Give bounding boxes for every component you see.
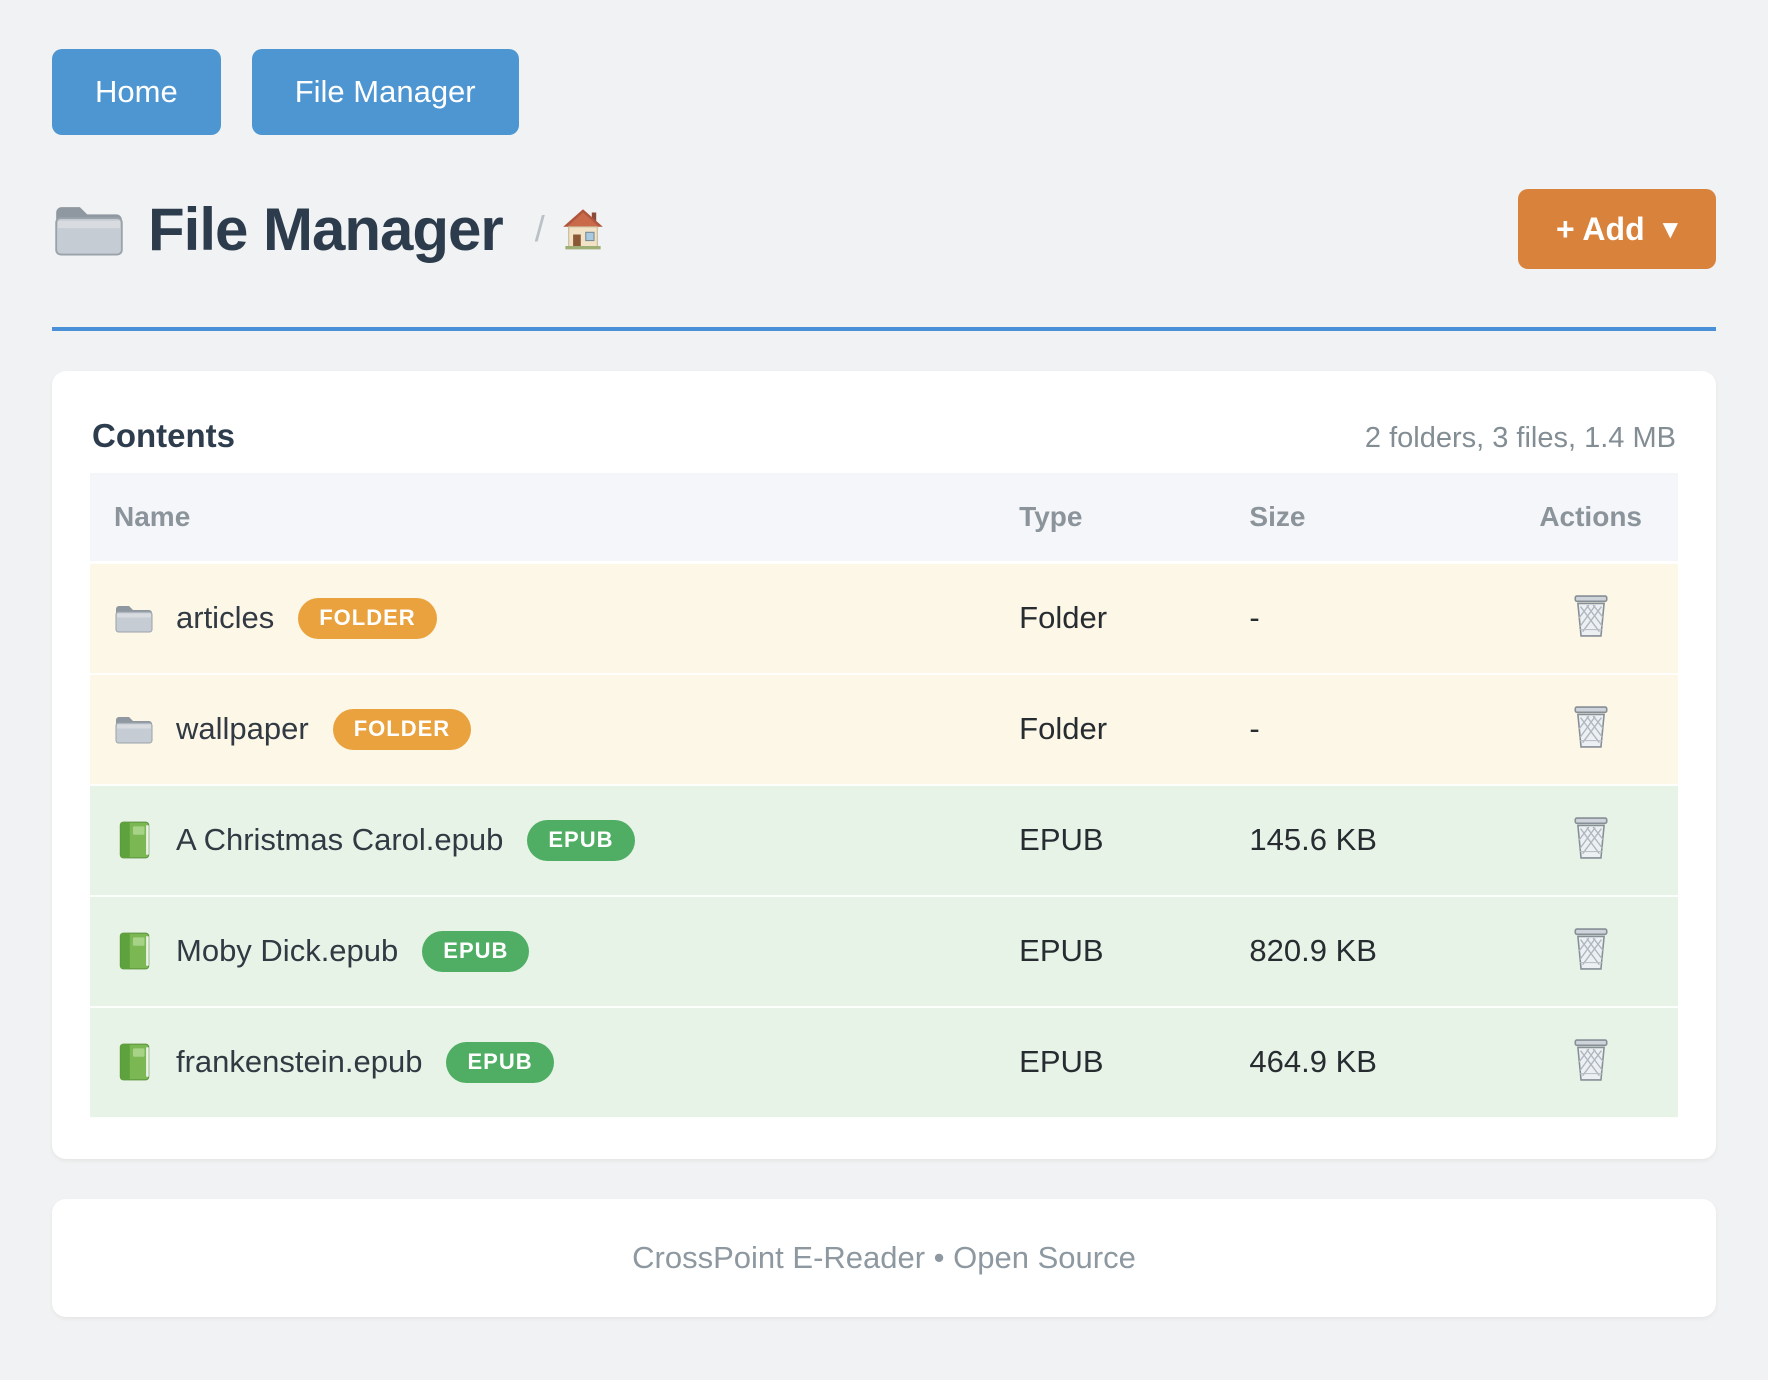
- delete-button[interactable]: [1568, 812, 1614, 864]
- file-name[interactable]: A Christmas Carol.epub: [176, 822, 503, 858]
- actions-cell: [1503, 674, 1678, 785]
- house-icon[interactable]: [561, 207, 605, 251]
- contents-card-header: Contents 2 folders, 3 files, 1.4 MB: [90, 417, 1678, 455]
- column-header-type[interactable]: Type: [995, 473, 1225, 563]
- type-cell: EPUB: [995, 1007, 1225, 1118]
- page-header: File Manager / + Add ▼: [52, 189, 1716, 269]
- type-badge: EPUB: [422, 931, 529, 972]
- footer-text: CrossPoint E-Reader • Open Source: [632, 1240, 1136, 1275]
- header-rule: [52, 327, 1716, 331]
- trash-icon: [1572, 848, 1610, 863]
- green-book-icon: [114, 931, 154, 971]
- file-name[interactable]: articles: [176, 600, 274, 636]
- contents-card: Contents 2 folders, 3 files, 1.4 MB Name…: [52, 371, 1716, 1159]
- trash-icon: [1572, 737, 1610, 752]
- type-cell: EPUB: [995, 785, 1225, 896]
- table-row[interactable]: Moby Dick.epub EPUB EPUB 820.9 KB: [90, 896, 1678, 1007]
- add-button-label: + Add: [1556, 211, 1645, 248]
- actions-cell: [1503, 896, 1678, 1007]
- column-header-name[interactable]: Name: [90, 473, 995, 563]
- type-badge: FOLDER: [333, 709, 471, 750]
- type-badge: EPUB: [527, 820, 634, 861]
- page-title: File Manager: [148, 195, 503, 264]
- breadcrumb-separator: /: [535, 208, 545, 250]
- folder-icon: [114, 709, 154, 749]
- table-row[interactable]: wallpaper FOLDER Folder -: [90, 674, 1678, 785]
- nav-button-home[interactable]: Home: [52, 49, 221, 135]
- name-cell: A Christmas Carol.epub EPUB: [90, 785, 995, 896]
- size-cell: -: [1225, 563, 1503, 674]
- name-cell: frankenstein.epub EPUB: [90, 1007, 995, 1118]
- name-cell: articles FOLDER: [90, 563, 995, 674]
- table-row[interactable]: articles FOLDER Folder -: [90, 563, 1678, 674]
- title-wrap: File Manager /: [52, 195, 605, 264]
- top-nav: Home File Manager: [52, 0, 1716, 135]
- add-button[interactable]: + Add ▼: [1518, 189, 1716, 269]
- trash-icon: [1572, 626, 1610, 641]
- caret-down-icon: ▼: [1663, 219, 1678, 239]
- file-table-head: Name Type Size Actions: [90, 473, 1678, 563]
- size-cell: 464.9 KB: [1225, 1007, 1503, 1118]
- trash-icon: [1572, 1070, 1610, 1085]
- type-cell: Folder: [995, 563, 1225, 674]
- file-name[interactable]: wallpaper: [176, 711, 309, 747]
- column-header-actions: Actions: [1503, 473, 1678, 563]
- delete-button[interactable]: [1568, 923, 1614, 975]
- file-table: Name Type Size Actions: [90, 473, 1678, 1119]
- type-badge: EPUB: [446, 1042, 553, 1083]
- table-row[interactable]: A Christmas Carol.epub EPUB EPUB 145.6 K…: [90, 785, 1678, 896]
- name-cell: wallpaper FOLDER: [90, 674, 995, 785]
- type-cell: EPUB: [995, 896, 1225, 1007]
- green-book-icon: [114, 820, 154, 860]
- page: Home File Manager File Manager /: [0, 0, 1768, 1317]
- table-row[interactable]: frankenstein.epub EPUB EPUB 464.9 KB: [90, 1007, 1678, 1118]
- actions-cell: [1503, 785, 1678, 896]
- size-cell: -: [1225, 674, 1503, 785]
- type-badge: FOLDER: [298, 598, 436, 639]
- delete-button[interactable]: [1568, 1034, 1614, 1086]
- footer-card: CrossPoint E-Reader • Open Source: [52, 1199, 1716, 1317]
- file-table-body: articles FOLDER Folder -: [90, 563, 1678, 1118]
- delete-button[interactable]: [1568, 701, 1614, 753]
- contents-title: Contents: [92, 417, 235, 455]
- actions-cell: [1503, 563, 1678, 674]
- size-cell: 820.9 KB: [1225, 896, 1503, 1007]
- folder-icon: [114, 598, 154, 638]
- folder-icon: [52, 198, 126, 260]
- contents-summary: 2 folders, 3 files, 1.4 MB: [1365, 422, 1676, 455]
- size-cell: 145.6 KB: [1225, 785, 1503, 896]
- actions-cell: [1503, 1007, 1678, 1118]
- file-name[interactable]: frankenstein.epub: [176, 1044, 422, 1080]
- delete-button[interactable]: [1568, 590, 1614, 642]
- green-book-icon: [114, 1042, 154, 1082]
- column-header-size[interactable]: Size: [1225, 473, 1503, 563]
- type-cell: Folder: [995, 674, 1225, 785]
- name-cell: Moby Dick.epub EPUB: [90, 896, 995, 1007]
- trash-icon: [1572, 959, 1610, 974]
- file-name[interactable]: Moby Dick.epub: [176, 933, 398, 969]
- nav-button-file-manager[interactable]: File Manager: [252, 49, 519, 135]
